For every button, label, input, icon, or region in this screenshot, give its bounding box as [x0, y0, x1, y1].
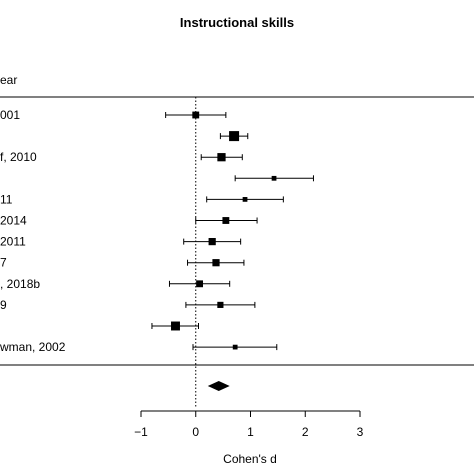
x-tick-label: 3 — [357, 425, 364, 439]
x-axis-label: Cohen's d — [223, 452, 277, 466]
study-label: 11 — [0, 192, 13, 206]
study-label: wman, 2002 — [0, 340, 66, 354]
study-row: wman, 2002 — [0, 340, 278, 354]
point-estimate — [222, 217, 230, 224]
column-header: ear — [0, 73, 17, 87]
x-tick-label: 0 — [192, 425, 199, 439]
study-row — [234, 175, 314, 182]
study-row — [219, 131, 249, 142]
study-label: 2014 — [0, 214, 27, 228]
point-estimate — [217, 153, 226, 162]
point-estimate — [217, 301, 224, 308]
point-estimate — [196, 280, 204, 288]
study-row: 001 — [0, 108, 227, 122]
study-row: 2011 — [0, 235, 242, 249]
study-label: 7 — [0, 256, 7, 270]
study-row: 11 — [0, 192, 284, 206]
point-estimate — [192, 111, 200, 119]
study-label: , 2018b — [0, 277, 40, 291]
study-row — [151, 321, 199, 331]
x-tick-label: 1 — [247, 425, 254, 439]
study-row: 9 — [0, 298, 256, 312]
x-tick-label: −1 — [134, 425, 148, 439]
study-row: f, 2010 — [0, 150, 243, 164]
study-label: 001 — [0, 108, 20, 122]
study-label: f, 2010 — [0, 150, 37, 164]
point-estimate — [212, 259, 220, 267]
study-label: 2011 — [0, 235, 26, 249]
point-estimate — [229, 131, 240, 142]
point-estimate — [232, 344, 238, 350]
study-row: 7 — [0, 256, 245, 270]
study-label: 9 — [0, 298, 7, 312]
summary-diamond — [207, 381, 230, 391]
study-row: 2014 — [0, 214, 258, 228]
point-estimate — [208, 238, 216, 246]
point-estimate — [242, 197, 248, 202]
x-tick-label: 2 — [302, 425, 309, 439]
point-estimate — [271, 175, 277, 181]
chart-title: Instructional skills — [179, 15, 295, 30]
point-estimate — [171, 321, 180, 331]
study-row: , 2018b — [0, 277, 231, 291]
